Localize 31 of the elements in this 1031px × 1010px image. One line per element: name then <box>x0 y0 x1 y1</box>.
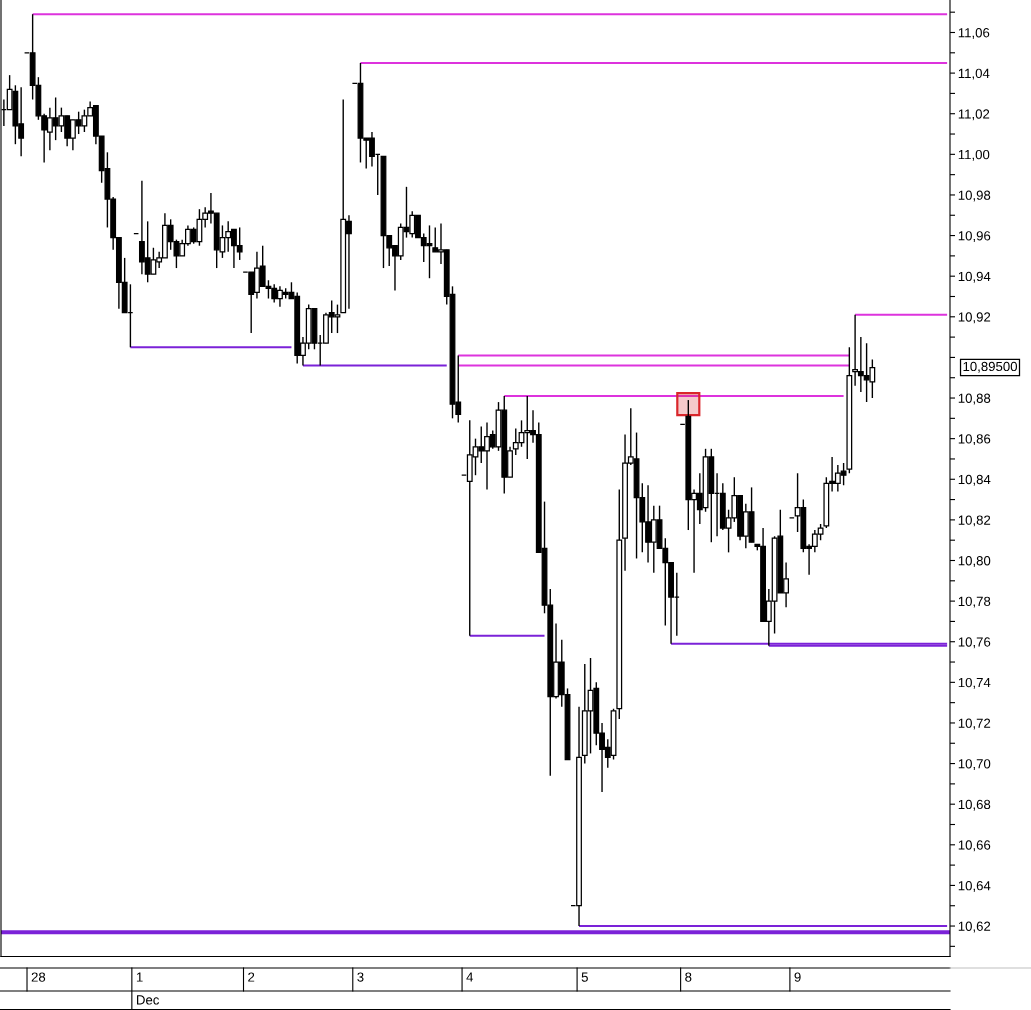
y-tick-label: 10,76 <box>958 637 991 649</box>
y-tick-label: 11,00 <box>958 149 990 161</box>
x-tick-label: 5 <box>581 972 588 982</box>
x-tick-label: 2 <box>248 972 255 982</box>
text: 10,89500 <box>963 361 1018 373</box>
x-tick-label: 8 <box>685 972 692 982</box>
y-tick-label: 10,64 <box>958 880 991 892</box>
y-tick-label: 10,78 <box>958 596 991 608</box>
y-tick-label: 10,84 <box>958 474 991 486</box>
y-tick-label: 10,86 <box>958 434 991 446</box>
x-tick-label: 4 <box>466 972 474 982</box>
y-tick-label: 10,80 <box>958 556 991 567</box>
y-tick-label: 10,70 <box>958 759 991 771</box>
y-tick-label: 10,66 <box>958 840 991 852</box>
y-tick-label: 11,06 <box>958 28 990 39</box>
y-tick-label: 10,68 <box>958 799 991 811</box>
y-tick-label: 10,74 <box>958 677 991 689</box>
y-tick-label: 10,98 <box>958 190 991 202</box>
y-tick-label: 11,04 <box>958 68 990 80</box>
y-tick-label: 10,92 <box>958 312 991 324</box>
y-tick-label: 10,88 <box>958 393 991 405</box>
y-tick-label: 10,82 <box>958 515 991 527</box>
y-tick-label: 11,02 <box>958 109 990 121</box>
x-tick-label: 9 <box>794 972 801 982</box>
y-tick-label: 10,62 <box>958 921 991 933</box>
y-tick-label: 10,96 <box>958 231 991 243</box>
x-tick-label: 1 Dec <box>136 972 160 1005</box>
y-tick-label: 10,94 <box>958 271 991 283</box>
y-tick-label: 10,72 <box>958 718 991 730</box>
x-tick-label: 3 <box>357 972 364 982</box>
x-tick-label: 28 <box>31 972 46 982</box>
